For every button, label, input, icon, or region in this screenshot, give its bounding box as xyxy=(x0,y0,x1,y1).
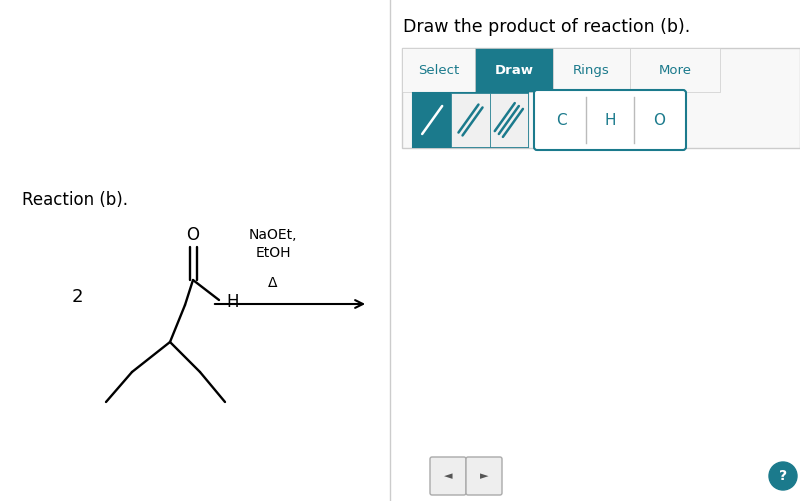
FancyBboxPatch shape xyxy=(402,48,800,148)
Text: Select: Select xyxy=(418,64,459,77)
Text: H: H xyxy=(604,113,616,127)
Text: Rings: Rings xyxy=(573,64,610,77)
FancyBboxPatch shape xyxy=(475,48,553,92)
Text: NaOEt,
EtOH: NaOEt, EtOH xyxy=(249,227,298,260)
Text: Draw the product of reaction (b).: Draw the product of reaction (b). xyxy=(403,18,690,36)
FancyBboxPatch shape xyxy=(402,48,475,92)
Text: O: O xyxy=(186,226,199,244)
FancyBboxPatch shape xyxy=(534,90,686,150)
FancyBboxPatch shape xyxy=(630,48,720,92)
Text: Draw: Draw xyxy=(494,64,534,77)
Text: H: H xyxy=(226,293,238,311)
FancyBboxPatch shape xyxy=(553,48,630,92)
Circle shape xyxy=(769,462,797,490)
Text: Δ: Δ xyxy=(268,276,278,290)
Text: ?: ? xyxy=(779,469,787,483)
FancyBboxPatch shape xyxy=(451,93,490,147)
FancyBboxPatch shape xyxy=(466,457,502,495)
Text: ►: ► xyxy=(480,471,488,481)
FancyBboxPatch shape xyxy=(430,457,466,495)
FancyBboxPatch shape xyxy=(413,93,451,147)
FancyBboxPatch shape xyxy=(413,93,528,147)
FancyBboxPatch shape xyxy=(490,93,528,147)
Text: C: C xyxy=(556,113,566,127)
Text: More: More xyxy=(658,64,691,77)
Text: 2: 2 xyxy=(71,288,82,306)
Text: ◄: ◄ xyxy=(444,471,452,481)
Text: Reaction (b).: Reaction (b). xyxy=(22,191,128,209)
Text: O: O xyxy=(653,113,665,127)
